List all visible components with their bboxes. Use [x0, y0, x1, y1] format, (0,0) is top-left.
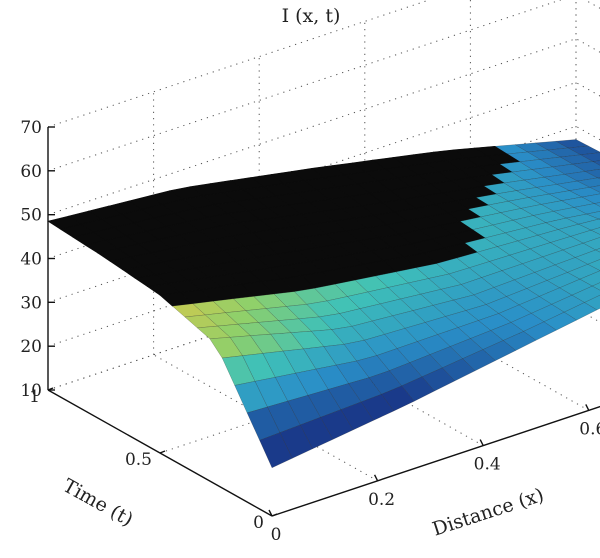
tick-label: 0 — [271, 525, 282, 545]
axes — [47, 126, 600, 517]
tick-mark — [159, 450, 166, 454]
tick-label: 0.6 — [579, 419, 600, 439]
y-axis-label: Time (t) — [59, 475, 137, 531]
tick-label: 20 — [20, 337, 42, 357]
tick-label: 0.5 — [125, 450, 152, 470]
tick-mark — [271, 513, 278, 517]
surface-patch — [592, 160, 600, 166]
tick-mark — [585, 404, 590, 411]
tick-label: 40 — [20, 250, 42, 270]
tick-label: 0.4 — [474, 455, 501, 475]
surface-patch — [595, 248, 600, 253]
chart-title: I (x, t) — [282, 5, 341, 27]
distance-axis-line — [271, 405, 600, 517]
tick-label: 10 — [20, 381, 42, 401]
tick-label: 50 — [20, 206, 42, 226]
surface-patch — [259, 432, 293, 469]
tick-mark — [479, 439, 484, 446]
tick-label: 1 — [29, 387, 40, 407]
tick-mark — [268, 509, 273, 517]
tick-label: 60 — [20, 162, 42, 182]
surface-patch — [591, 282, 600, 291]
tick-label: 70 — [20, 118, 42, 138]
tick-label: 0 — [253, 513, 264, 533]
surface-mesh — [47, 139, 600, 469]
tick-label: 0.2 — [368, 490, 395, 510]
tick-label: 30 — [20, 293, 42, 313]
grid-line — [576, 0, 600, 77]
tick-mark — [47, 387, 54, 391]
surface-patch — [593, 202, 600, 207]
x-axis-label: Distance (x) — [430, 484, 547, 541]
tick-mark — [373, 474, 379, 482]
grid-line — [584, 0, 600, 9]
